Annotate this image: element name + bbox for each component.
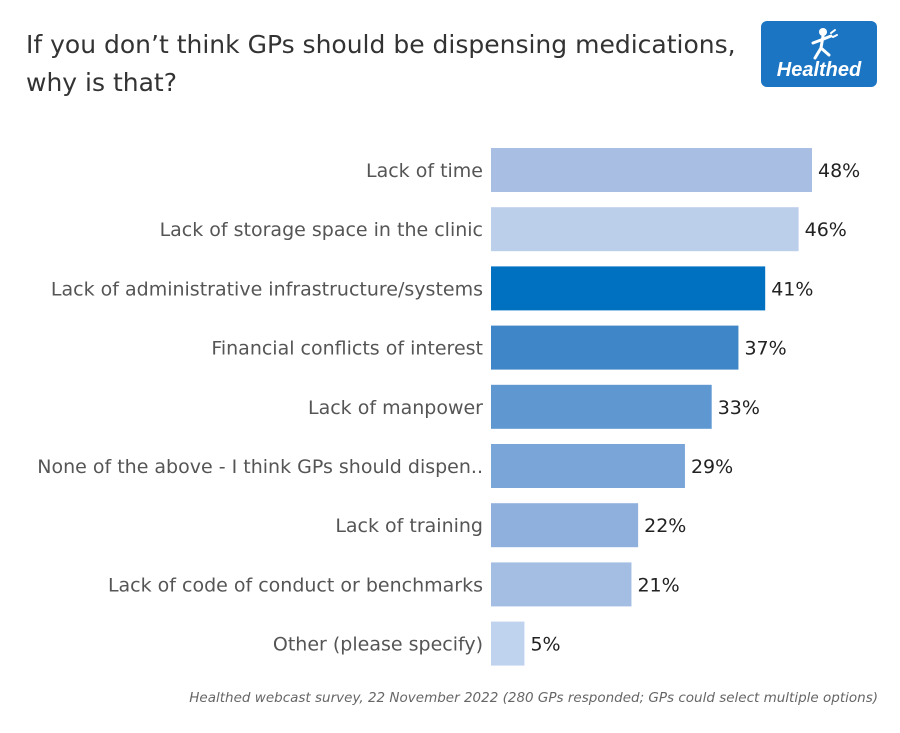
logo-text: Healthed — [776, 59, 862, 81]
figure-icon — [811, 28, 838, 60]
value-label: 48% — [818, 160, 860, 182]
bar — [491, 503, 639, 548]
category-label: None of the above - I think GPs should d… — [37, 456, 483, 478]
value-label: 33% — [718, 397, 760, 419]
footnote: Healthed webcast survey, 22 November 202… — [189, 690, 878, 706]
bar — [491, 325, 739, 370]
value-label: 21% — [637, 574, 679, 596]
chart-title: If you don’t think GPs should be dispens… — [26, 30, 736, 97]
bar — [491, 562, 632, 607]
category-label: Lack of code of conduct or benchmarks — [108, 574, 483, 596]
value-label: 5% — [530, 634, 560, 656]
bar — [491, 207, 799, 252]
value-label: 29% — [691, 456, 733, 478]
value-label: 37% — [744, 338, 786, 360]
value-label: 22% — [644, 515, 686, 537]
category-label: Lack of training — [335, 515, 483, 537]
category-label: Financial conflicts of interest — [211, 338, 483, 360]
healthed-logo: Healthed — [761, 21, 877, 87]
bar — [491, 266, 766, 311]
category-label: Lack of storage space in the clinic — [160, 219, 483, 241]
bar — [491, 148, 812, 192]
bar — [491, 384, 712, 429]
value-label: 46% — [805, 219, 847, 241]
category-label: Other (please specify) — [273, 634, 483, 656]
bar-chart: Lack of time 48% Lack of storage space in … — [37, 148, 860, 666]
category-label: Lack of administrative infrastructure/sy… — [51, 278, 483, 300]
category-label: Lack of manpower — [308, 397, 483, 419]
value-label: 41% — [771, 278, 813, 300]
bar — [491, 444, 685, 488]
bar — [491, 621, 525, 666]
category-label: Lack of time — [366, 160, 483, 182]
